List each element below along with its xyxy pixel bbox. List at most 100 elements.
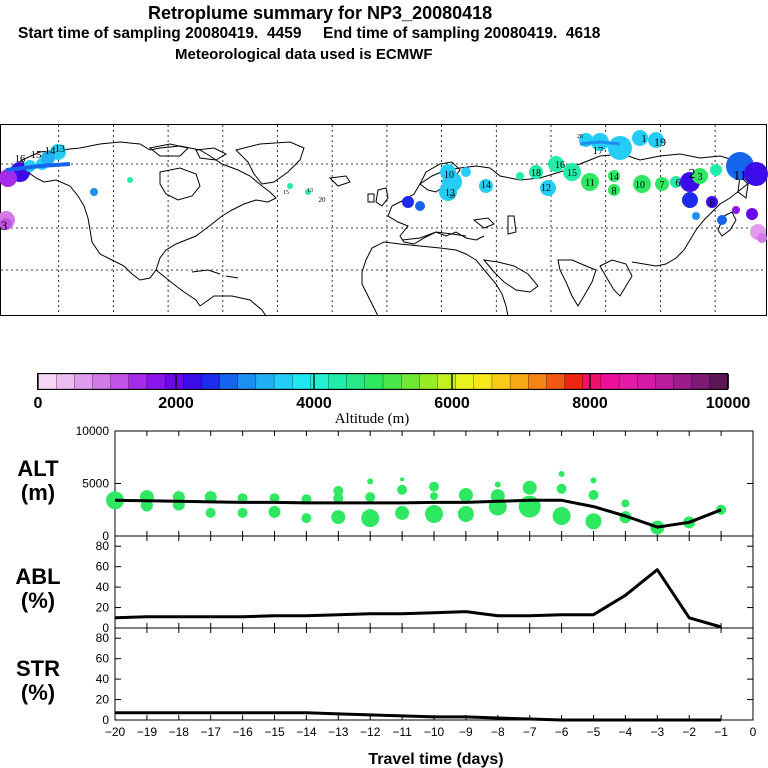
plume-dot <box>305 189 311 195</box>
x-tick-label: −6 <box>555 725 569 739</box>
plume-overlay <box>0 130 768 243</box>
plume-day-label: 15 <box>567 168 577 179</box>
colorbar-cell <box>292 373 312 390</box>
colorbar-cell <box>37 373 57 390</box>
alt-mean-line <box>114 498 722 529</box>
plume-day-label: 3 <box>698 172 703 183</box>
x-tick-label: −20 <box>105 725 126 739</box>
plume-dot <box>0 169 17 187</box>
colorbar-tick-label: 4000 <box>296 395 332 412</box>
plume-day-label: 7 <box>660 180 665 191</box>
y-tick-label: 40 <box>96 580 110 594</box>
colorbar-ticks: 0 2000 4000 6000 8000 10000 <box>34 374 750 412</box>
alt-panel: ALT (m) <box>17 456 59 505</box>
plume-day-label: 1 <box>641 133 647 145</box>
y-tick-label: 5000 <box>82 477 109 491</box>
plume-dot <box>608 184 620 196</box>
plume-dot <box>608 136 632 160</box>
colorbar-cell <box>128 373 148 390</box>
plume-dot <box>710 164 722 176</box>
x-tick-label: −2 <box>682 725 696 739</box>
x-tick-label: −17 <box>201 725 222 739</box>
y-tick-label: 40 <box>96 672 110 686</box>
plume-dot <box>90 188 98 196</box>
alt-cluster-dot <box>140 499 153 512</box>
y-tick-label: 60 <box>96 652 110 666</box>
plume-dot <box>608 170 620 182</box>
plume-dot <box>0 218 12 230</box>
alt-cluster-dot <box>204 491 217 504</box>
alt-cluster-dot <box>301 513 312 524</box>
y-tick-label: 20 <box>96 693 110 707</box>
alt-cluster-dot <box>106 491 124 510</box>
y-tick-label: 10000 <box>76 426 110 438</box>
plume-day-label: 16 <box>555 160 565 171</box>
plume-day-label: 20 <box>449 194 455 200</box>
x-tick-label: −13 <box>328 725 349 739</box>
colorbar-cell <box>110 373 130 390</box>
plume-dot <box>581 173 599 191</box>
colorbar-cell <box>310 373 330 390</box>
alt-cluster-dot <box>237 507 248 518</box>
alt-cluster-dot <box>331 510 346 525</box>
y-tick-label: 60 <box>96 560 110 574</box>
colorbar-cell <box>491 373 511 390</box>
alt-cluster-dot <box>205 507 216 518</box>
figure-title: Retroplume summary for NP3_20080418 <box>148 3 493 23</box>
alt-cluster-dot <box>457 505 474 522</box>
plume-day-label: 15 <box>283 190 289 196</box>
colorbar-cell <box>74 373 94 390</box>
x-tick-label: −8 <box>491 725 505 739</box>
plume-day-label: 8 <box>612 186 617 197</box>
abl-unit: (%) <box>21 588 55 613</box>
alt-cluster-dot <box>429 481 439 492</box>
colorbar-cell <box>237 373 257 390</box>
x-tick-label: −4 <box>619 725 633 739</box>
plume-day-label: 6 <box>676 178 681 189</box>
colorbar-cell <box>364 373 384 390</box>
alt-cluster-dot <box>494 481 501 488</box>
map-gridlines <box>1 125 766 315</box>
colorbar-cell <box>528 373 548 390</box>
colorbar-cell <box>146 373 166 390</box>
colorbar-cell <box>164 373 185 390</box>
colorbar-cell <box>546 373 566 390</box>
plume-dot <box>540 180 556 196</box>
alt-unit: (m) <box>21 480 55 505</box>
colorbar-title: Altitude (m) <box>335 411 410 426</box>
plume-dot <box>287 183 293 189</box>
plume-day-label: 13 <box>445 188 455 199</box>
alt-label: ALT <box>17 456 59 481</box>
colorbar-cell <box>655 373 675 390</box>
alt-cluster-dot <box>425 504 443 523</box>
alt-cluster-dot <box>333 485 344 496</box>
alt-cluster-dot <box>552 507 571 526</box>
colorbar-tick-label: 0 <box>34 395 43 412</box>
y-tick-label: 80 <box>96 539 110 553</box>
plume-day-label: 3 <box>1 218 8 233</box>
colorbar-cell <box>328 373 348 390</box>
colorbar-cell <box>401 373 421 390</box>
plume-day-label: 16 <box>15 153 27 165</box>
alt-cluster-dot <box>558 471 565 478</box>
plume-day-label: 17 <box>593 145 605 157</box>
y-tick-label: 0 <box>102 621 109 635</box>
alt-cluster-dot <box>430 492 438 501</box>
alt-cluster-dot <box>397 484 408 495</box>
y-tick-label: 20 <box>96 601 110 615</box>
x-tick-label: −7 <box>523 725 537 739</box>
plume-dot <box>757 233 767 243</box>
colorbar-cell <box>600 373 620 390</box>
alt-cluster-dot <box>269 493 280 504</box>
alt-cluster-dot <box>395 505 410 520</box>
plume-dot <box>479 179 493 193</box>
plume-day-label: 2 <box>689 167 696 182</box>
x-tick-label: −11 <box>392 725 412 739</box>
str-panel: STR (%) <box>16 656 60 705</box>
plume-dot <box>732 206 740 214</box>
abl-panel: ABL (%) <box>15 564 60 613</box>
colorbar-cell <box>618 373 638 390</box>
plume-trace <box>579 140 621 146</box>
